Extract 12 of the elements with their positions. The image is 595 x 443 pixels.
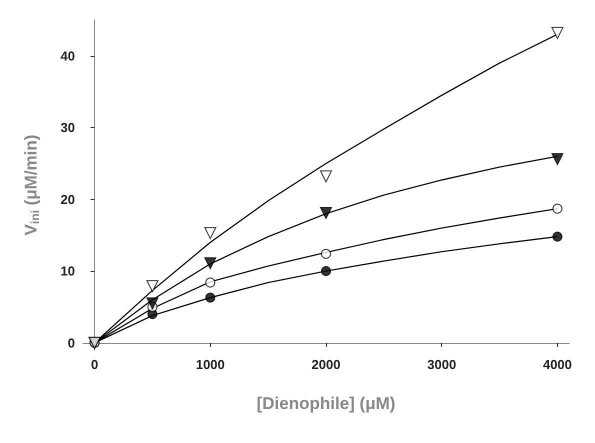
- y-tick-label: 40: [60, 48, 75, 64]
- y-tick-label: 20: [60, 192, 75, 207]
- x-tick-label: 4000: [542, 357, 572, 372]
- y-tick-label: 0: [68, 335, 75, 350]
- y-tick-label: 30: [60, 120, 75, 136]
- x-axis-title: [Dienophile] (μM): [256, 394, 396, 413]
- x-tick-label: 1000: [196, 357, 225, 372]
- x-tick-label: 2000: [312, 357, 340, 372]
- x-tick-label: 3000: [427, 357, 456, 372]
- y-tick-label: 10: [60, 264, 75, 279]
- x-tick-label: 0: [90, 357, 98, 372]
- y-axis-title: Vini (μM/min): [22, 134, 42, 236]
